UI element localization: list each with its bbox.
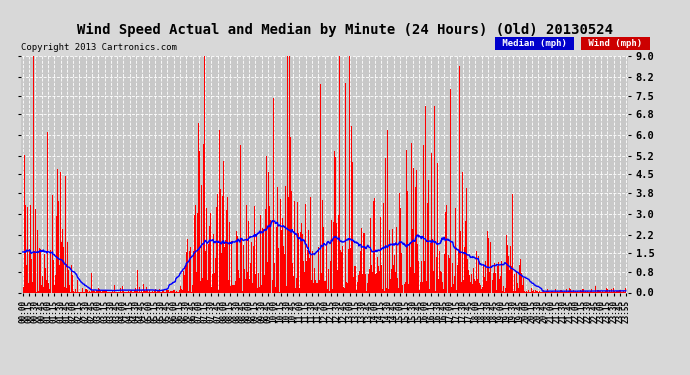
Text: Wind Speed Actual and Median by Minute (24 Hours) (Old) 20130524: Wind Speed Actual and Median by Minute (…	[77, 22, 613, 37]
Text: Median (mph): Median (mph)	[497, 39, 572, 48]
Text: Copyright 2013 Cartronics.com: Copyright 2013 Cartronics.com	[21, 43, 177, 52]
Text: Wind (mph): Wind (mph)	[583, 39, 647, 48]
